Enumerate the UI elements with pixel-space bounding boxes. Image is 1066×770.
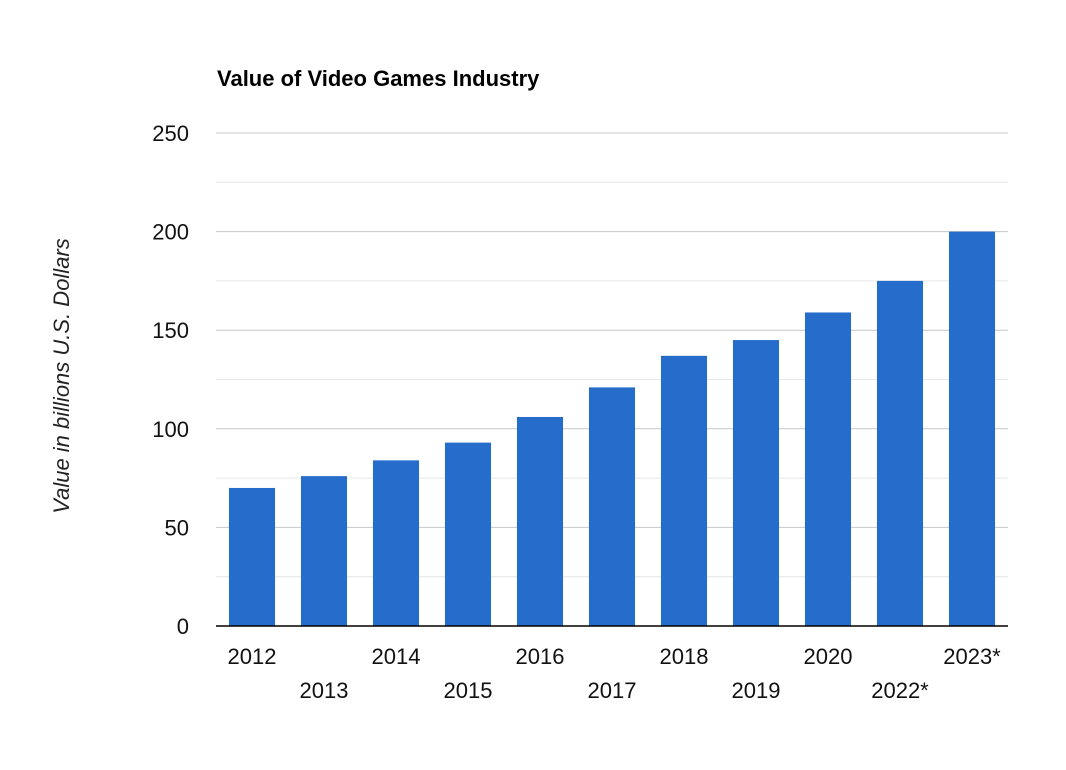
y-axis-label: Value in billions U.S. Dollars (49, 238, 74, 514)
y-tick-label: 200 (152, 220, 189, 245)
y-tick-label: 150 (152, 318, 189, 343)
bar-2019 (732, 340, 780, 626)
x-tick-labels: 2012 2013 2014 2015 2016 2017 2018 2019 2020 2022… (228, 644, 1002, 703)
x-tick-label: 2023* (943, 644, 1001, 669)
bar-2013 (300, 476, 348, 626)
y-tick-label: 100 (152, 417, 189, 442)
y-tick-label: 250 (152, 121, 189, 146)
bar-2012 (228, 487, 276, 626)
x-tick-label: 2015 (444, 678, 493, 703)
x-tick-label: 2019 (732, 678, 781, 703)
bar-2023 (948, 231, 996, 626)
grid-lines (216, 132, 1008, 578)
bar-2016 (516, 416, 564, 626)
x-tick-label: 2012 (228, 644, 277, 669)
bar-2014 (372, 460, 420, 626)
bar-2020 (804, 312, 852, 626)
y-tick-label: 50 (165, 515, 189, 540)
x-tick-label: 2022* (871, 678, 929, 703)
bar-2022 (876, 280, 924, 626)
x-tick-label: 2017 (588, 678, 637, 703)
x-tick-label: 2014 (372, 644, 421, 669)
y-tick-label: 0 (177, 614, 189, 639)
bar-2017 (588, 387, 636, 626)
x-tick-label: 2020 (804, 644, 853, 669)
bars (228, 231, 996, 626)
x-tick-label: 2018 (660, 644, 709, 669)
x-tick-label: 2013 (300, 678, 349, 703)
x-tick-label: 2016 (516, 644, 565, 669)
chart-title: Value of Video Games Industry (217, 66, 540, 91)
bar-2018 (660, 355, 708, 626)
bar-2015 (444, 442, 492, 626)
y-tick-labels: 0 50 100 150 200 250 (152, 121, 189, 639)
